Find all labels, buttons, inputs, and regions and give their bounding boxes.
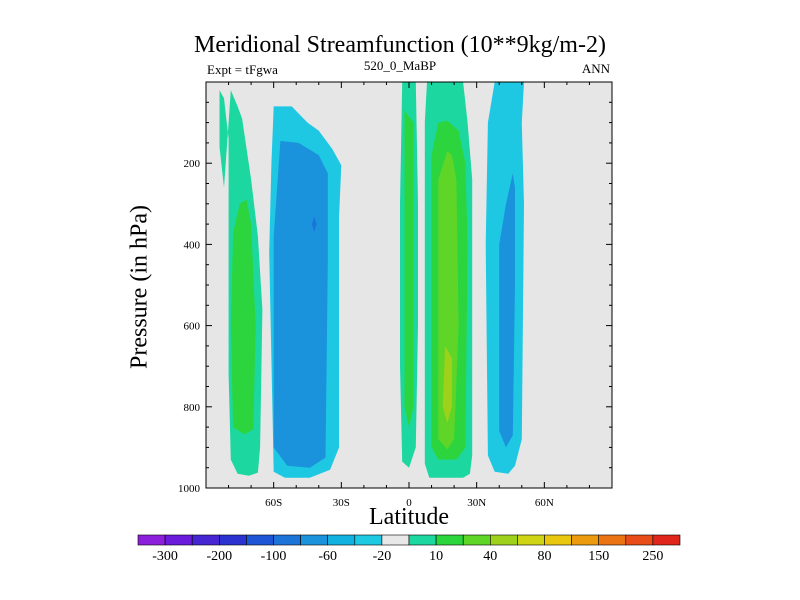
colorbar-swatch xyxy=(164,534,193,546)
colorbar-swatch xyxy=(544,534,572,546)
colorbar-label: -60 xyxy=(318,549,337,564)
colorbar-swatch xyxy=(652,534,681,546)
colorbar-swatch xyxy=(381,534,410,546)
colorbar-swatch xyxy=(517,534,545,546)
colorbar-swatch xyxy=(191,534,220,546)
x-tick-label: 30N xyxy=(467,497,486,509)
x-tick-label: 0 xyxy=(406,497,412,509)
contour-sh-hadley-core xyxy=(312,216,317,233)
season-label: ANN xyxy=(581,61,610,76)
colorbar-swatch xyxy=(625,534,654,546)
x-tick-label: 60S xyxy=(265,497,282,509)
colorbar-swatch xyxy=(435,534,464,546)
colorbar-label: 250 xyxy=(642,549,663,564)
contour-nh-hadley-core xyxy=(442,345,452,423)
colorbar-swatch xyxy=(246,534,274,546)
colorbar-label: -20 xyxy=(373,549,392,564)
colorbar-swatch xyxy=(327,534,356,546)
experiment-label: Expt = tFgwa xyxy=(207,62,278,77)
colorbar-swatch xyxy=(137,534,166,546)
colorbar-swatch xyxy=(354,534,383,546)
colorbar-swatch xyxy=(300,534,329,546)
contour-regions xyxy=(219,82,524,478)
colorbar-swatch xyxy=(462,534,491,546)
colorbar-label: 40 xyxy=(483,549,497,564)
y-tick-label: 200 xyxy=(184,158,201,170)
colorbar-label: 10 xyxy=(429,549,443,564)
colorbar-swatch xyxy=(489,534,518,546)
colorbar-label: -300 xyxy=(152,549,178,564)
y-tick-label: 800 xyxy=(184,402,201,414)
y-axis-ticks: 200 400 600 800 1000 xyxy=(178,101,612,495)
x-tick-label: 60N xyxy=(535,497,554,509)
colorbar: -300 -200 -100 -60 -20 10 40 80 150 250 xyxy=(137,534,681,564)
period-label: 520_0_MaBP xyxy=(363,58,437,73)
colorbar-swatch xyxy=(571,534,599,546)
contour-nh-hadley-inner xyxy=(438,151,459,450)
colorbar-label: 150 xyxy=(588,549,609,564)
colorbar-swatch xyxy=(598,534,627,546)
y-tick-label: 1000 xyxy=(178,483,201,495)
x-axis-label: Latitude xyxy=(369,504,449,530)
colorbar-label: -100 xyxy=(261,549,287,564)
colorbar-label: 80 xyxy=(538,549,552,564)
contour-sh-ferrel-inner xyxy=(230,199,256,435)
x-tick-label: 30S xyxy=(333,497,350,509)
colorbar-swatch xyxy=(408,534,437,546)
y-tick-label: 400 xyxy=(184,239,201,251)
chart-title: Meridional Streamfunction (10**9kg/m-2) xyxy=(194,32,606,58)
contour-sh-hadley-inner xyxy=(273,140,328,468)
contour-nh-ferrel-inner xyxy=(499,173,515,448)
colorbar-swatch xyxy=(273,534,301,546)
contour-eq-column-inner xyxy=(404,110,414,428)
x-axis-ticks: 60S 30S 0 30N 60N xyxy=(228,82,590,509)
colorbar-label: -200 xyxy=(206,549,232,564)
colorbar-swatch xyxy=(219,534,247,546)
y-tick-label: 600 xyxy=(184,321,201,333)
